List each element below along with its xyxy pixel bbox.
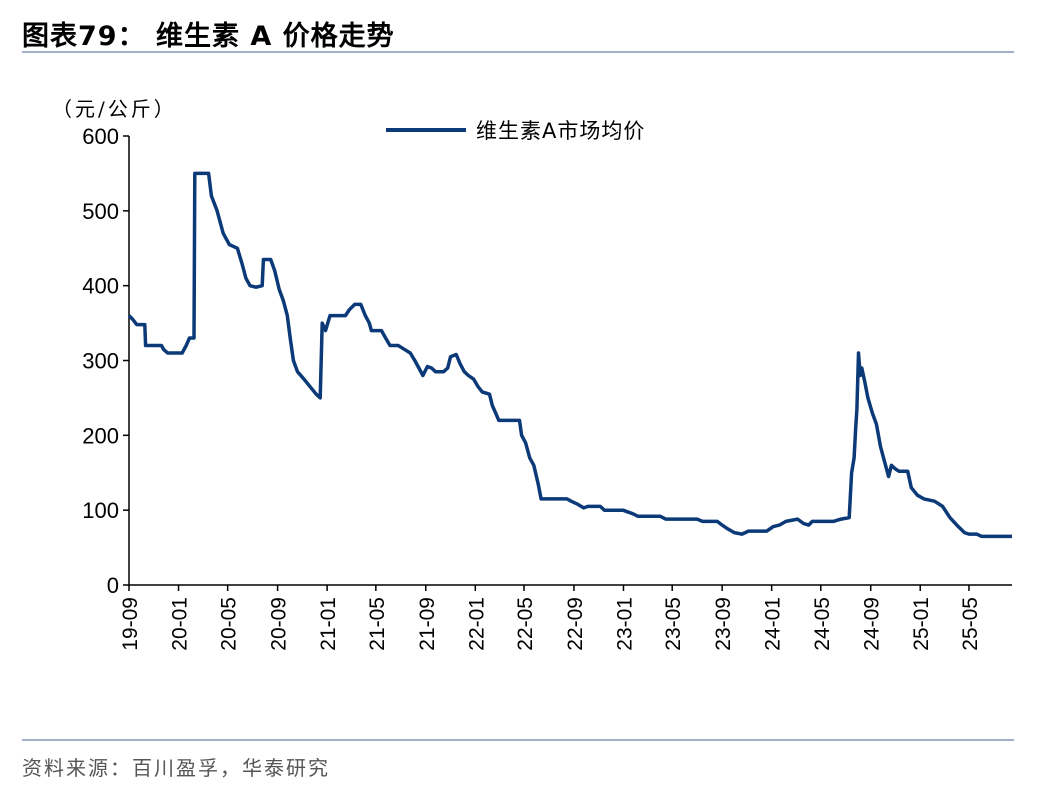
x-tick-label: 24-01 — [762, 597, 785, 651]
x-tick-label: 21-05 — [366, 597, 389, 651]
x-tick-label: 20-01 — [169, 597, 192, 651]
x-tick-label: 23-01 — [613, 597, 636, 651]
x-tick-label: 21-09 — [416, 597, 439, 651]
legend-label: 维生素A市场均价 — [476, 119, 645, 143]
x-tick-label: 24-05 — [811, 597, 834, 651]
x-tick-label: 22-09 — [564, 597, 587, 651]
x-tick-label: 25-01 — [910, 597, 933, 651]
y-axis: 0 100 200 300 400 500 600 — [82, 124, 130, 598]
x-tick-label: 22-01 — [465, 597, 488, 651]
y-tick-label: 0 — [107, 573, 119, 598]
legend: 维生素A市场均价 — [386, 119, 645, 143]
y-tick-label: 400 — [82, 274, 119, 299]
x-tick-label: 20-05 — [218, 597, 241, 651]
x-axis: 19-09 20-01 20-05 20-09 21-01 21-05 21-09 22-01… — [119, 584, 1012, 651]
y-tick-label: 200 — [82, 423, 119, 448]
y-tick-label: 100 — [82, 498, 119, 523]
x-tick-label: 23-05 — [662, 597, 685, 651]
figure-title: 图表79： 维生素 A 价格走势 — [22, 21, 395, 52]
series-line-vitamin-a — [127, 171, 1012, 539]
y-tick-label: 600 — [82, 124, 119, 149]
title-divider — [22, 51, 1014, 53]
x-tick-label: 20-09 — [268, 597, 291, 651]
source-divider — [22, 739, 1014, 741]
source-note: 资料来源：百川盈孚，华泰研究 — [22, 756, 330, 780]
x-tick-label: 22-05 — [514, 597, 537, 651]
x-tick-label: 23-09 — [712, 597, 735, 651]
x-tick-label: 24-09 — [861, 597, 884, 651]
y-tick-label: 300 — [82, 349, 119, 374]
y-unit-label: （元/公斤） — [52, 97, 177, 121]
x-tick-label: 21-01 — [317, 597, 340, 651]
x-tick-label: 25-05 — [959, 597, 982, 651]
x-tick-label: 19-09 — [119, 597, 142, 651]
y-tick-label: 500 — [82, 199, 119, 224]
